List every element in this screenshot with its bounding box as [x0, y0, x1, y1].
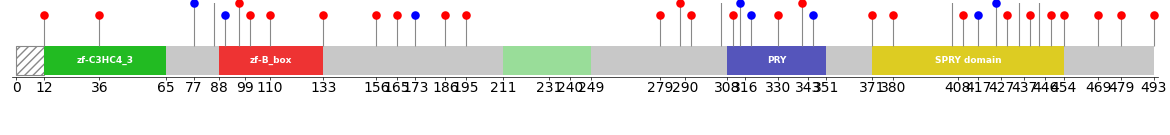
Text: PRY: PRY — [766, 56, 786, 65]
Point — [261, 14, 280, 16]
Bar — [503, 46, 591, 75]
Point — [986, 2, 1005, 4]
Point — [387, 14, 406, 16]
Bar — [872, 46, 1064, 75]
Point — [998, 14, 1017, 16]
Text: SPRY domain: SPRY domain — [935, 56, 1002, 65]
Point — [436, 14, 455, 16]
Bar — [219, 46, 323, 75]
Point — [185, 2, 204, 4]
Point — [314, 14, 332, 16]
Point — [730, 2, 749, 4]
Point — [1054, 14, 1073, 16]
Bar — [727, 46, 826, 75]
Point — [792, 2, 811, 4]
Text: zf-B_box: zf-B_box — [250, 56, 292, 65]
Bar — [16, 46, 44, 75]
Point — [456, 14, 475, 16]
Point — [742, 14, 760, 16]
Point — [804, 14, 823, 16]
Point — [367, 14, 386, 16]
Point — [682, 14, 701, 16]
Point — [769, 14, 787, 16]
Point — [229, 2, 248, 4]
Point — [241, 14, 260, 16]
Point — [651, 14, 669, 16]
Point — [883, 14, 902, 16]
Point — [90, 14, 109, 16]
Bar — [16, 46, 1154, 75]
Point — [1144, 14, 1163, 16]
Point — [969, 14, 987, 16]
Point — [35, 14, 54, 16]
Bar — [44, 46, 166, 75]
Point — [1089, 14, 1108, 16]
Point — [670, 2, 689, 4]
Point — [1112, 14, 1130, 16]
Point — [406, 14, 425, 16]
Point — [723, 14, 742, 16]
Point — [862, 14, 881, 16]
Point — [954, 14, 972, 16]
Text: zf-C3HC4_3: zf-C3HC4_3 — [77, 56, 133, 65]
Point — [1041, 14, 1060, 16]
Point — [215, 14, 234, 16]
Point — [1021, 14, 1040, 16]
